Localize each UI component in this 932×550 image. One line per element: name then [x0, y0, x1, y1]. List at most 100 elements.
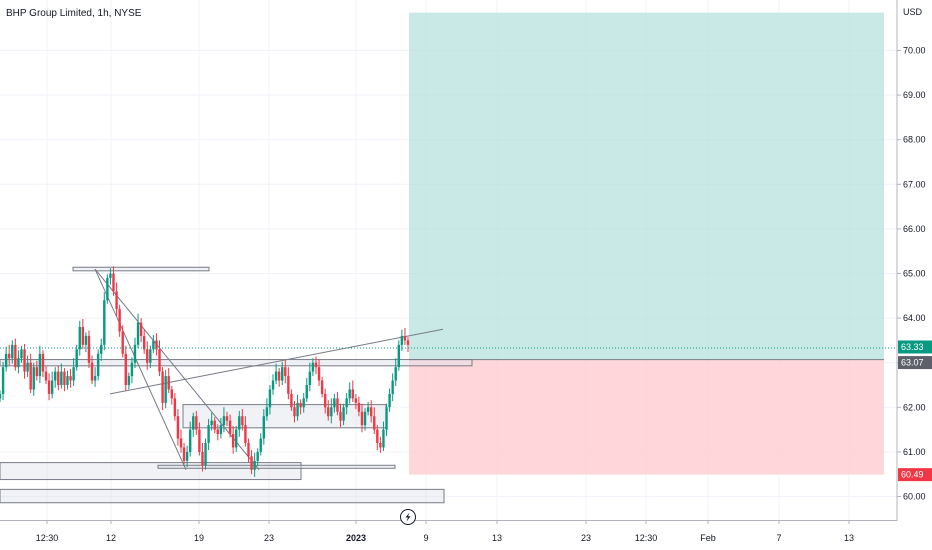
price-label-text: 63.07 [901, 358, 924, 368]
zone-rectangle[interactable] [157, 464, 396, 469]
candle-body [103, 300, 106, 345]
price-label-badge [898, 356, 932, 370]
candle-body [20, 349, 23, 359]
candle-body [351, 389, 354, 399]
long-position-tool[interactable] [409, 12, 884, 475]
profit-zone[interactable] [409, 12, 884, 360]
price-label-badge [898, 340, 932, 354]
candle-body [311, 362, 315, 372]
candle-body [198, 429, 201, 452]
candle-body [406, 340, 410, 345]
candle-body [241, 416, 244, 426]
candle-body [228, 420, 232, 435]
candle-body [155, 340, 158, 350]
candle-body [391, 380, 394, 394]
candle-body [164, 376, 167, 403]
candle-body [256, 451, 259, 461]
candle-body [382, 429, 385, 448]
candle-body [207, 425, 210, 443]
candle-body [185, 451, 189, 461]
zone-rectangle[interactable] [0, 462, 302, 481]
candle-body [69, 376, 72, 381]
candle-series [0, 266, 410, 477]
candle-body [210, 420, 213, 426]
candle-body [32, 367, 35, 390]
drawing-annotations[interactable] [0, 266, 473, 504]
candle-body [201, 451, 204, 466]
candle-body [400, 335, 404, 345]
candle-body [112, 273, 115, 292]
candle-body [146, 349, 149, 363]
candle-body [336, 398, 339, 412]
price-label-text: 63.33 [901, 342, 924, 352]
candle-body [106, 277, 109, 301]
candle-body [1, 367, 5, 394]
candle-body [81, 327, 85, 345]
candle-body [72, 367, 75, 381]
loss-zone[interactable] [409, 359, 884, 475]
trend-line[interactable] [94, 268, 187, 470]
candle-body [265, 407, 269, 417]
candle-body [127, 376, 131, 385]
candle-body [78, 327, 81, 350]
candle-body [139, 322, 143, 336]
candle-body [354, 398, 358, 403]
zone-rectangle[interactable] [0, 488, 445, 504]
candle-body [204, 442, 207, 466]
candle-body [188, 429, 192, 452]
candle-body [369, 407, 373, 417]
trend-line[interactable] [94, 268, 260, 471]
time-tick-label: 23 [581, 533, 591, 543]
candle-body [14, 344, 17, 368]
time-tick-label: 2023 [346, 533, 366, 543]
candle-body [360, 411, 364, 426]
lightning-icon[interactable] [400, 509, 416, 525]
candle-body [66, 376, 69, 385]
candle-body [50, 380, 54, 394]
price-labels: 63.33 63.07 60.49 [898, 340, 932, 482]
candle-body [388, 393, 391, 408]
candle-body [299, 402, 302, 408]
candle-body [8, 353, 11, 359]
candle-body [330, 407, 333, 417]
candle-body [4, 353, 8, 368]
candle-body [320, 380, 324, 394]
candle-body [305, 385, 308, 399]
price-tick-label: 70.00 [903, 46, 926, 56]
candle-body [124, 353, 127, 385]
candle-body [284, 367, 287, 377]
candle-body [244, 425, 247, 443]
candle-body [219, 425, 223, 435]
candle-body [357, 402, 361, 412]
candle-body [182, 447, 186, 461]
time-tick-label: 9 [423, 533, 428, 543]
time-tick-label: 7 [776, 533, 781, 543]
zone-rectangle[interactable] [0, 359, 473, 367]
candle-body [253, 460, 256, 470]
candle-body [225, 416, 229, 421]
candle-body [38, 353, 42, 377]
candle-body [333, 398, 336, 408]
candle-body [109, 273, 112, 278]
candle-body [96, 353, 100, 377]
time-axis[interactable]: 12:30 12 19 23 2023 9 13 23 12:30 Feb 7 13 [36, 520, 854, 543]
candle-body [118, 309, 121, 332]
price-label-text: 60.49 [901, 470, 924, 480]
price-tick-label: 65.00 [903, 269, 926, 279]
candle-body [317, 367, 321, 381]
currency-label[interactable]: USD [903, 7, 923, 17]
candle-body [192, 416, 195, 430]
candle-body [29, 362, 32, 390]
candle-body [136, 322, 140, 345]
candle-body [60, 371, 63, 385]
candle-body [11, 344, 14, 359]
candle-body [213, 420, 216, 430]
time-tick-label: Feb [700, 533, 716, 543]
candle-body [195, 416, 198, 430]
candle-body [403, 335, 407, 341]
candle-body [385, 407, 388, 430]
zone-rectangle[interactable] [72, 266, 210, 272]
candle-body [238, 416, 241, 430]
time-tick-label: 12:30 [635, 533, 658, 543]
